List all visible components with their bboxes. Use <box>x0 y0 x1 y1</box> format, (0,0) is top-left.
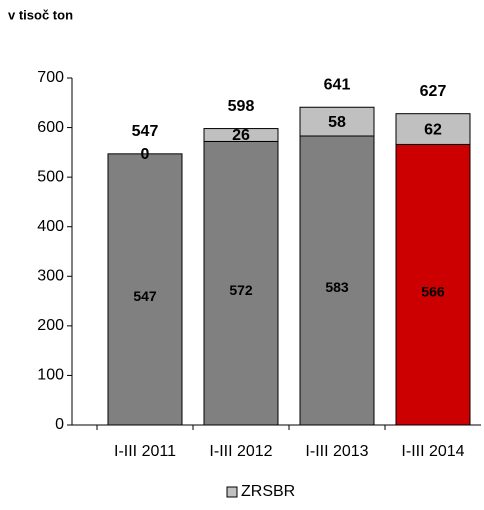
bar-segment <box>203 128 279 142</box>
total-label: 598 <box>228 98 255 115</box>
value-label: 566 <box>421 283 445 299</box>
y-tick-label: 300 <box>37 268 64 285</box>
bar-segment <box>299 106 375 137</box>
bar-segment <box>203 140 279 426</box>
x-tick-label: I-III 2014 <box>401 443 464 460</box>
y-tick-label: 700 <box>37 69 64 86</box>
x-tick-label: I-III 2011 <box>114 443 176 460</box>
y-tick-label: 500 <box>37 168 64 185</box>
x-tick-label: I-III 2013 <box>305 443 368 460</box>
chart-title: v tisoč ton <box>8 7 73 22</box>
bar-segment <box>395 113 471 145</box>
bar-segment <box>299 135 375 426</box>
y-tick-label: 0 <box>55 416 64 433</box>
value-label: 547 <box>133 288 157 304</box>
bar-segment <box>107 153 183 426</box>
bar-segment <box>395 143 471 426</box>
y-tick-label: 400 <box>37 218 64 235</box>
value-label: 62 <box>424 121 442 138</box>
y-tick-label: 600 <box>37 119 64 136</box>
legend-label: ZRSBR <box>241 483 295 500</box>
y-tick-label: 200 <box>37 317 64 334</box>
total-label: 547 <box>132 123 159 140</box>
y-tick-label: 100 <box>37 367 64 384</box>
value-label: 583 <box>325 279 349 295</box>
total-label: 627 <box>420 83 447 100</box>
x-tick-label: I-III 2012 <box>209 443 272 460</box>
value-label: 0 <box>141 146 150 163</box>
legend-swatch <box>226 486 238 498</box>
value-label: 58 <box>328 114 346 131</box>
value-label: 26 <box>232 127 250 144</box>
value-label: 572 <box>229 282 253 298</box>
total-label: 641 <box>324 76 351 93</box>
